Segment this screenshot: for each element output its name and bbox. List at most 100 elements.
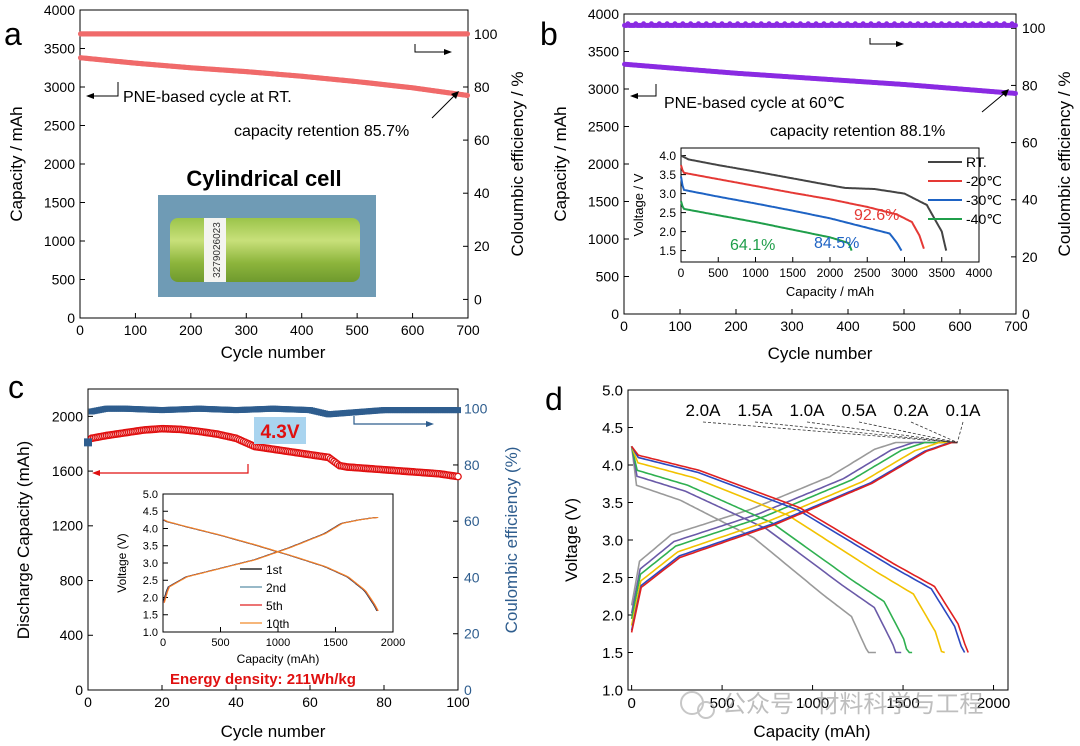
panel-c-inset-ytick-label: 3.0 (143, 558, 158, 570)
panel-b: 0 100 200 300 400 500 600 700050010001500200025… (551, 6, 1074, 363)
panel-c-letter: c (8, 369, 24, 405)
panel-d-ytick-label: 5.0 (602, 382, 623, 399)
panel-b-inset-xtick-label: 500 (708, 266, 728, 280)
panel-c-series (84, 405, 462, 481)
panel-c-ytick-label: 800 (60, 572, 84, 588)
cell-label-sticker (204, 218, 226, 282)
panel-a-retention-text: capacity retention 85.7% (234, 123, 409, 140)
panel-d-rate-leader (910, 421, 958, 443)
panel-b-capacity-point (1012, 90, 1018, 96)
panel-a-left-arrowhead (86, 93, 94, 99)
panel-b-inset-ytick-label: 4.0 (659, 149, 676, 163)
panel-d-ytick-label: 3.0 (602, 532, 623, 549)
panel-c-inset-ytick-label: 5.0 (143, 489, 158, 501)
panel-a-ytick-label: 3500 (44, 40, 75, 56)
panel-b-xtick-label: 100 (668, 318, 692, 334)
panel-d-ytick-label: 1.5 (602, 645, 623, 662)
panel-d-letter: d (545, 381, 563, 417)
panel-c-inset-xtick-label: 0 (160, 637, 166, 649)
panel-c-inset-discharge_curve-3 (164, 519, 379, 612)
panel-d-ytick-label: 4.5 (602, 420, 623, 437)
panel-c-ytick-label: 0 (75, 682, 83, 698)
panel-a-letter: a (4, 16, 22, 52)
panel-a-ytick-label: 2500 (44, 117, 75, 133)
panel-a-left-arrow (90, 82, 119, 97)
panel-c-ytick-label: 400 (60, 627, 84, 643)
panel-c-xtick-label: 80 (376, 694, 392, 710)
panel-b-inset-ytick-label: 2.5 (659, 206, 676, 220)
panel-b-ce-point (1012, 22, 1018, 28)
voltage-badge-text: 4.3V (260, 422, 299, 443)
panel-a-xtick-label: 600 (401, 322, 425, 338)
panel-d-frame (627, 389, 1009, 691)
panel-d-series (630, 441, 969, 654)
panel-a-y2tick-label: 0 (474, 291, 482, 307)
panel-b-left-arrow (634, 84, 657, 97)
panel-a-ytick-label: 3000 (44, 79, 75, 95)
panel-c-inset-ytick-label: 2.5 (143, 575, 158, 587)
panel-c-xlabel: Cycle number (221, 722, 326, 741)
panel-b-inset-legend: RT. -20℃ -30℃ -40℃ (928, 154, 1002, 227)
wechat-icon-small (697, 701, 715, 719)
panel-a-y2tick-label: 20 (474, 238, 490, 254)
panel-a-inset-title: Cylindrical cell (186, 166, 341, 191)
panel-c-inset-ytick-label: 1.0 (143, 627, 158, 639)
panel-a-retention-arrowhead (451, 91, 459, 99)
panel-b-ytick-label: 3000 (588, 81, 619, 97)
panel-b-inset-series (680, 154, 948, 252)
panel-a-y2tick-label: 60 (474, 132, 490, 148)
panel-d-ytick-label: 3.5 (602, 495, 623, 512)
panel-b-inset-xtick-label: 2000 (817, 266, 844, 280)
panel-b-inset-ticks: 0 500 1000 1500 2000 2500 3000 3500 4000 1.5 2.0 2.… (659, 149, 992, 280)
panel-a: 0 100 200 300 400 500 600 700050010001500200025… (7, 2, 527, 362)
panel-c-ticks: 0 20 40 60 80 1000400800120016002000020406080… (52, 401, 488, 710)
panel-c-xtick-label: 100 (446, 694, 470, 710)
panel-a-cycle-text: PNE-based cycle at RT. (123, 89, 292, 106)
panel-d-ylabel: Voltage (V) (562, 498, 581, 582)
panel-d-xtick-label: 1500 (886, 695, 919, 712)
panel-b-xtick-label: 600 (948, 318, 972, 334)
panel-c-inset-xlabel: Capacity (mAh) (237, 652, 320, 666)
panel-b-inset-curve-2 (680, 176, 903, 252)
panel-b-right-arrowhead (896, 41, 904, 47)
panel-a-xtick-label: 400 (290, 322, 314, 338)
panel-a-ytick-label: 2000 (44, 156, 75, 172)
panel-c-inset-ytick-label: 4.5 (143, 506, 158, 518)
panel-b-y2tick-label: 40 (1022, 192, 1038, 208)
panel-c-ytick-label: 1200 (52, 518, 83, 534)
panel-d-rate-leader (754, 421, 958, 443)
panel-b-inset-legend-label: -20℃ (966, 173, 1002, 189)
panel-c-y2tick-label: 100 (464, 401, 488, 417)
panel-a-y2tick-label: 40 (474, 185, 490, 201)
panel-c-y2tick-label: 80 (464, 457, 480, 473)
panel-b-xtick-label: 300 (780, 318, 804, 334)
panel-b-xtick-label: 700 (1004, 318, 1028, 334)
panel-b-left-arrowhead (630, 93, 638, 99)
panel-a-ce-point (464, 31, 471, 37)
panel-c-inset-ytick-label: 2.0 (143, 592, 158, 604)
panel-b-inset-curve-1 (680, 164, 925, 250)
cell-label-text: 3279026023 (212, 222, 223, 278)
panel-b-inset-xtick-label: 2500 (854, 266, 881, 280)
panel-d-rate-leader (702, 421, 958, 443)
panel-c-y2tick-label: 60 (464, 513, 480, 529)
panel-a-ylabel: Capacity / mAh (7, 106, 26, 221)
panel-b-inset-ytick-label: 3.0 (659, 187, 676, 201)
panel-c-frame (87, 388, 459, 691)
panel-a-series (77, 31, 471, 98)
panel-b-xlabel: Cycle number (768, 344, 873, 363)
panel-a-ticks: 0 100 200 300 400 500 600 700050010001500200025… (44, 2, 498, 338)
cylindrical-cell-photo: 3279026023 (158, 195, 376, 297)
panel-c-inset-legend-label: 10th (266, 617, 289, 631)
energy-density-text: Energy density: 211Wh/kg (170, 671, 356, 688)
panel-c-inset-frame (162, 493, 394, 633)
panel-b-y2tick-label: 60 (1022, 134, 1038, 150)
panel-c-inset: 0 500 1000 1500 2000 1.0 1.5 2.0 2.5 3.0 3.5 4.0 4.5… (115, 489, 405, 666)
panel-d-rate-leader (956, 421, 964, 443)
panel-a-y2label: Coloumbic efficiency / % (508, 72, 527, 257)
panel-c-capacity-point (454, 472, 462, 481)
panel-c-y2tick-label: 0 (464, 682, 472, 698)
panel-c-inset-xtick-label: 1500 (323, 637, 347, 649)
panel-c-inset-series (162, 517, 379, 612)
panel-d-charge-curve-0.1A (630, 441, 958, 633)
